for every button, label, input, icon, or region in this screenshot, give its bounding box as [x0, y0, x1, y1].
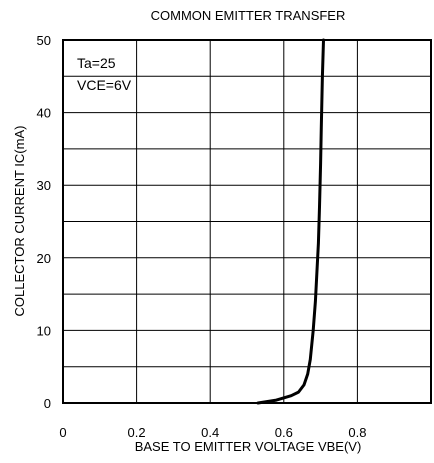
y-tick-label-5: 50 — [37, 33, 51, 48]
y-tick-label-0: 0 — [44, 396, 51, 411]
conditions-legend: Ta=25 VCE=6V — [77, 55, 132, 93]
ic-vbe-curve-0 — [256, 38, 325, 405]
grid-lines — [63, 40, 431, 403]
y-tick-label-2: 20 — [37, 251, 51, 266]
annotation-ta: Ta=25 — [77, 55, 116, 71]
x-tick-label-4: 0.8 — [348, 425, 366, 440]
y-tick-label-3: 30 — [37, 178, 51, 193]
x-tick-label-0: 0 — [59, 425, 66, 440]
plot-frame — [62, 39, 432, 404]
x-tick-label-3: 0.6 — [275, 425, 293, 440]
y-tick-label-1: 10 — [37, 323, 51, 338]
chart-title: COMMON EMITTER TRANSFER — [151, 8, 346, 23]
tick-labels: 0 0.2 0.4 0.6 0.8 0 10 20 30 40 50 — [37, 33, 367, 440]
annotation-vce: VCE=6V — [77, 77, 132, 93]
curve-layer — [256, 38, 325, 405]
x-axis-label: BASE TO EMITTER VOLTAGE VBE(V) — [135, 439, 362, 454]
x-tick-label-1: 0.2 — [128, 425, 146, 440]
y-tick-label-4: 40 — [37, 106, 51, 121]
x-tick-label-2: 0.4 — [201, 425, 219, 440]
y-axis-label: COLLECTOR CURRENT IC(mA) — [12, 126, 27, 317]
